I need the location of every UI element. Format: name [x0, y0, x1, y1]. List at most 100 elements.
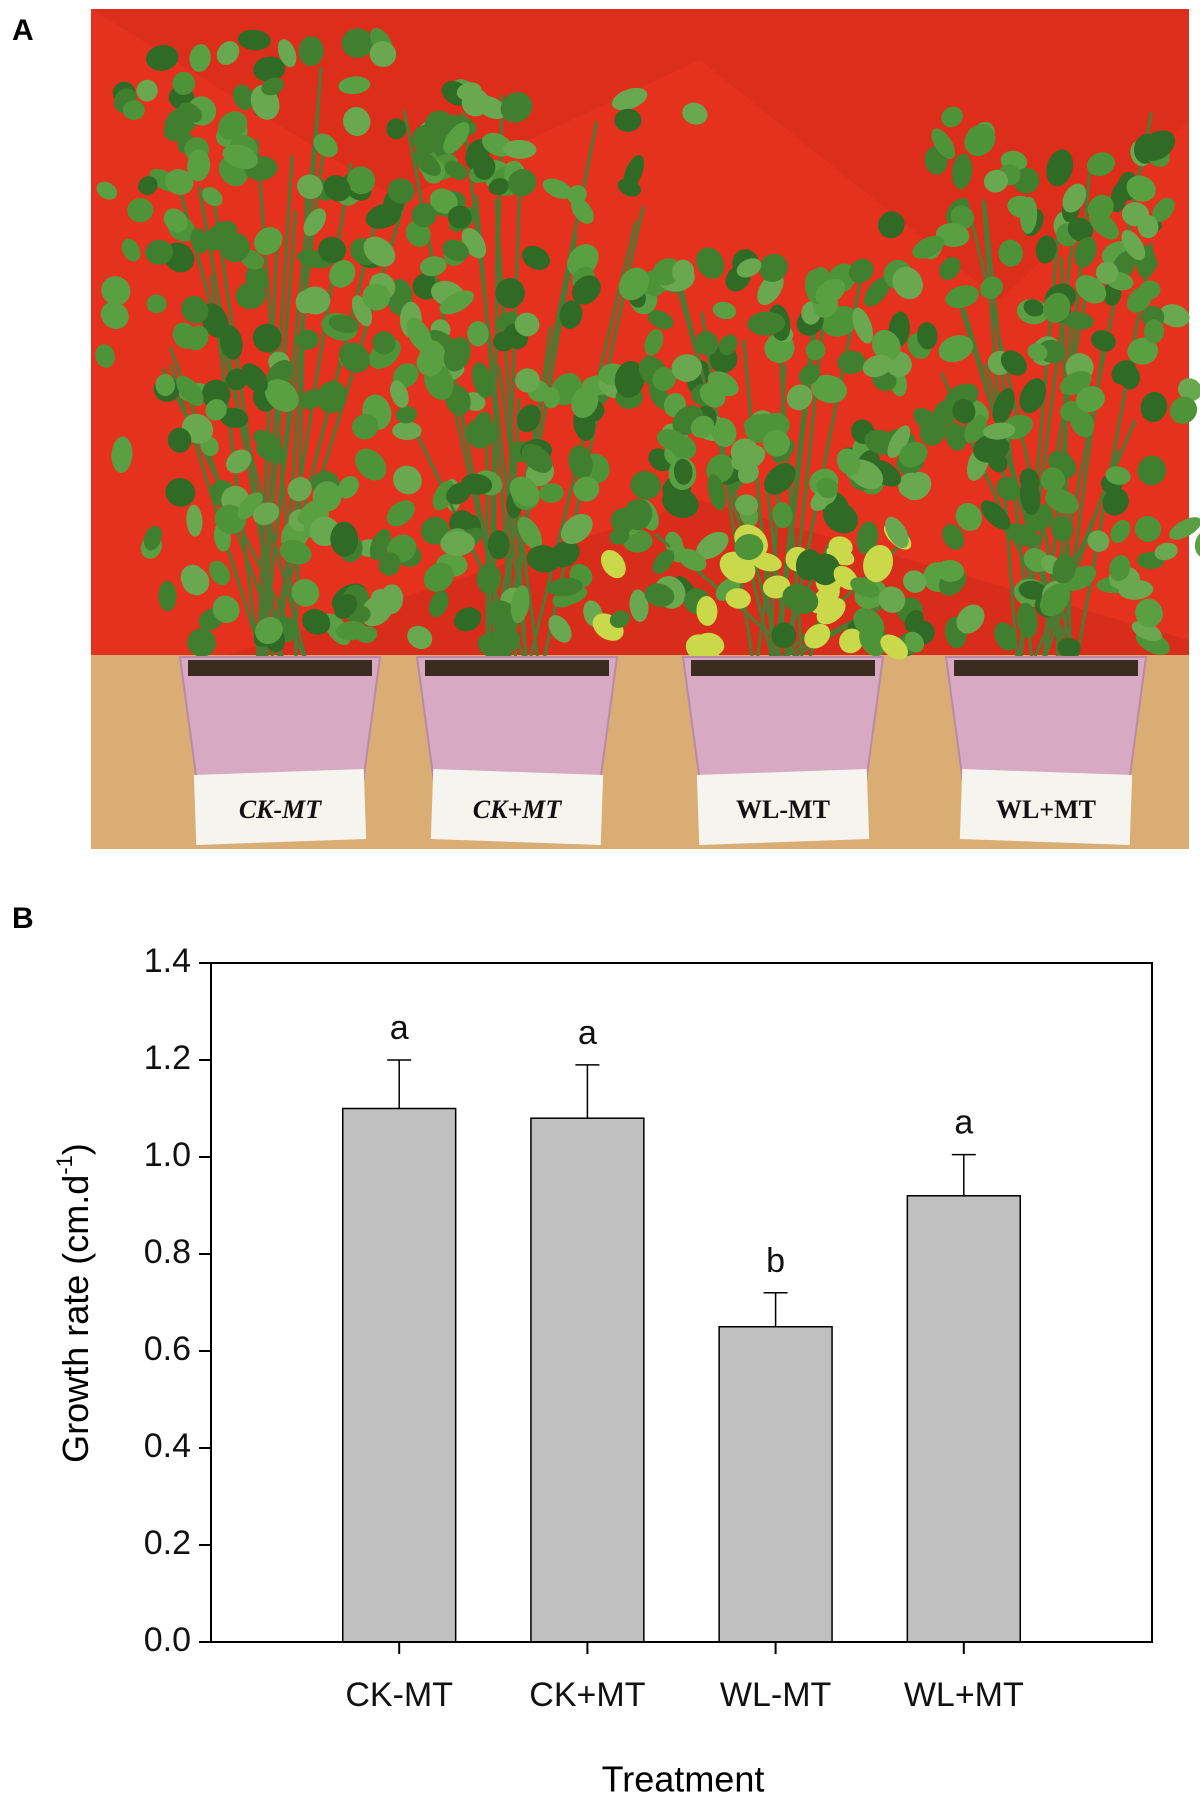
leaf: [942, 524, 965, 550]
leaf: [917, 322, 938, 350]
leaf: [212, 595, 240, 624]
leaf: [998, 239, 1023, 267]
leaf: [355, 448, 387, 481]
leaf: [656, 429, 686, 451]
leaf: [1105, 466, 1131, 485]
y-axis-title-superscript: -1: [52, 1155, 77, 1175]
leaf: [241, 363, 268, 393]
leaf: [444, 161, 468, 180]
leaf: [771, 622, 797, 649]
leaf: [804, 623, 831, 649]
leaf: [695, 331, 719, 356]
stem: [527, 220, 638, 666]
leaf: [138, 176, 158, 196]
leaf: [964, 124, 996, 157]
leaf: [570, 197, 594, 224]
y-axis-title: Growth rate (cm.d-1): [52, 1143, 96, 1463]
leaf: [189, 44, 211, 72]
error-bar: [763, 1292, 788, 1327]
leaf: [143, 525, 162, 551]
leaf: [864, 276, 891, 307]
leaf: [950, 205, 975, 229]
leaf: [1126, 175, 1156, 202]
leaf: [158, 580, 177, 612]
leaf: [647, 310, 674, 330]
leaf: [1062, 183, 1087, 213]
leaf: [945, 285, 979, 309]
leaf: [291, 579, 320, 607]
leaf: [1137, 455, 1167, 486]
leaf: [352, 413, 379, 440]
leaf: [1110, 519, 1131, 544]
leaf: [571, 275, 601, 305]
leaf: [878, 211, 905, 239]
leaf: [145, 44, 179, 71]
leaf: [467, 320, 489, 347]
leaf: [1020, 196, 1038, 234]
leaf: [155, 373, 176, 397]
leaf: [955, 503, 983, 531]
x-tick-label: CK+MT: [529, 1676, 645, 1714]
leaf: [644, 329, 664, 356]
leaf: [992, 388, 1015, 424]
leaf: [420, 516, 449, 545]
leaf: [543, 387, 560, 409]
leaf: [261, 77, 284, 96]
leaf: [346, 166, 376, 195]
leaf: [514, 312, 540, 337]
leaf: [1091, 330, 1116, 352]
label-card: [696, 769, 870, 845]
leaf: [816, 477, 839, 499]
leaf: [652, 367, 676, 391]
error-bar: [387, 1059, 412, 1109]
leaf: [443, 337, 471, 372]
x-tick-label: WL-MT: [720, 1676, 831, 1714]
leaf: [205, 399, 227, 421]
leaf: [573, 476, 600, 502]
leaf: [747, 311, 786, 336]
leaf: [1139, 130, 1176, 161]
y-axis-title-end: ): [55, 1143, 96, 1155]
leaf: [798, 364, 821, 385]
leaf: [508, 168, 537, 197]
stem: [501, 181, 522, 666]
leaf: [1159, 304, 1190, 328]
bar: [906, 1195, 1022, 1643]
leaf: [503, 139, 537, 159]
leaf: [428, 590, 449, 618]
pot-label: CK-MT: [239, 795, 322, 824]
leaf: [1135, 598, 1163, 628]
leaf: [1057, 638, 1081, 658]
leaf: [254, 227, 283, 255]
leaf: [411, 124, 441, 154]
leaf: [696, 596, 718, 626]
leaf: [111, 436, 133, 473]
leaf: [811, 374, 847, 404]
leaf: [362, 283, 390, 311]
leaf: [163, 121, 188, 142]
leaf: [609, 527, 630, 545]
leaf: [1050, 516, 1074, 542]
leaf: [516, 404, 541, 433]
leaf: [412, 150, 441, 176]
soil: [425, 660, 609, 676]
stem: [259, 210, 298, 666]
leaf: [264, 379, 299, 412]
leaf: [848, 258, 874, 284]
leaf: [707, 371, 739, 397]
leaf: [839, 628, 864, 654]
leaf: [837, 350, 866, 374]
leaf: [121, 238, 141, 262]
leaf: [1035, 235, 1057, 264]
leaf: [973, 433, 1010, 463]
leaf: [1137, 214, 1159, 239]
leaf: [1134, 515, 1162, 542]
leaf: [939, 257, 961, 280]
stem: [742, 339, 776, 666]
leaf: [622, 529, 653, 553]
leaf: [614, 108, 642, 132]
leaf: [952, 398, 976, 424]
significance-letter: b: [766, 1242, 785, 1280]
leaf: [473, 154, 496, 180]
